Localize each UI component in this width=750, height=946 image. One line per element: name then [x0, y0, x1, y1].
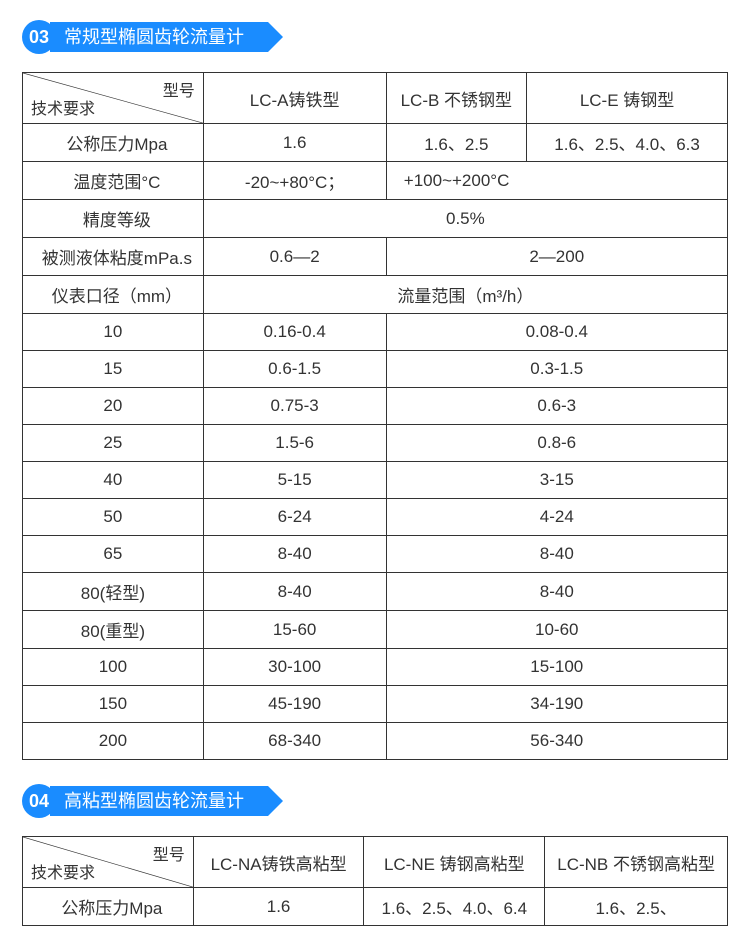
cell: 1.6: [193, 888, 364, 926]
flow-range-b: 8-40: [386, 536, 727, 573]
cell: 1.6、2.5、: [545, 888, 728, 926]
flow-diameter: 10: [23, 314, 204, 351]
spec-table-04: 型号 技术要求 LC-NA铸铁高粘型 LC-NE 铸钢高粘型 LC-NB 不锈钢…: [22, 836, 728, 926]
cell: 1.6、2.5、4.0、6.3: [527, 124, 728, 162]
cell: 1.6、2.5: [386, 124, 527, 162]
flow-range-a: 5-15: [203, 462, 386, 499]
flow-range-b: 56-340: [386, 723, 727, 760]
flow-range-b: 0.8-6: [386, 425, 727, 462]
col-header: LC-NA铸铁高粘型: [193, 837, 364, 888]
flow-range-a: 0.75-3: [203, 388, 386, 425]
col-header: LC-E 铸钢型: [527, 73, 728, 124]
col-header: LC-NB 不锈钢高粘型: [545, 837, 728, 888]
flow-range-b: 34-190: [386, 686, 727, 723]
badge-03: 03: [22, 20, 56, 54]
flow-diameter: 100: [23, 649, 204, 686]
flow-diameter: 15: [23, 351, 204, 388]
flow-diameter: 40: [23, 462, 204, 499]
flow-range-a: 0.16-0.4: [203, 314, 386, 351]
flow-range-a: 15-60: [203, 611, 386, 649]
flow-diameter: 25: [23, 425, 204, 462]
ribbon-title-04: 高粘型椭圆齿轮流量计: [50, 786, 268, 816]
cell: 流量范围（m³/h）: [203, 276, 727, 314]
diag-top-label: 型号: [153, 841, 185, 865]
flow-range-b: 3-15: [386, 462, 727, 499]
row-label: 温度范围°C: [23, 162, 204, 200]
section-header-04: 04 高粘型椭圆齿轮流量计: [22, 784, 728, 818]
diag-header-cell: 型号 技术要求: [23, 837, 194, 888]
flow-range-b: 0.3-1.5: [386, 351, 727, 388]
flow-range-a: 0.6-1.5: [203, 351, 386, 388]
flow-range-b: 8-40: [386, 573, 727, 611]
row-label: 公称压力Mpa: [23, 888, 194, 926]
flow-diameter: 20: [23, 388, 204, 425]
row-label: 精度等级: [23, 200, 204, 238]
flow-range-a: 8-40: [203, 573, 386, 611]
flow-diameter: 150: [23, 686, 204, 723]
cell: 0.5%: [203, 200, 727, 238]
flow-diameter: 80(重型): [23, 611, 204, 649]
spec-table-03: 型号 技术要求 LC-A铸铁型 LC-B 不锈钢型 LC-E 铸钢型 公称压力M…: [22, 72, 728, 760]
flow-diameter: 50: [23, 499, 204, 536]
diag-bottom-label: 技术要求: [31, 95, 95, 119]
cell: 1.6、2.5、4.0、6.4: [364, 888, 545, 926]
ribbon-title-03: 常规型椭圆齿轮流量计: [50, 22, 268, 52]
flow-range-b: 0.6-3: [386, 388, 727, 425]
cell: 1.6: [203, 124, 386, 162]
diag-bottom-label: 技术要求: [31, 859, 95, 883]
flow-range-a: 1.5-6: [203, 425, 386, 462]
diag-header-cell: 型号 技术要求: [23, 73, 204, 124]
flow-range-b: 10-60: [386, 611, 727, 649]
flow-diameter: 80(轻型): [23, 573, 204, 611]
flow-diameter: 200: [23, 723, 204, 760]
flow-range-a: 45-190: [203, 686, 386, 723]
row-label: 仪表口径（mm）: [23, 276, 204, 314]
flow-range-a: 8-40: [203, 536, 386, 573]
flow-range-a: 30-100: [203, 649, 386, 686]
flow-range-a: 6-24: [203, 499, 386, 536]
flow-range-b: 0.08-0.4: [386, 314, 727, 351]
flow-range-a: 68-340: [203, 723, 386, 760]
section-header-03: 03 常规型椭圆齿轮流量计: [22, 20, 728, 54]
cell: 2—200: [386, 238, 727, 276]
flow-diameter: 65: [23, 536, 204, 573]
col-header: LC-B 不锈钢型: [386, 73, 527, 124]
cell: -20~+80°C；: [203, 162, 386, 200]
flow-range-b: 15-100: [386, 649, 727, 686]
col-header: LC-A铸铁型: [203, 73, 386, 124]
cell: 0.6—2: [203, 238, 386, 276]
row-label: 被测液体粘度mPa.s: [23, 238, 204, 276]
col-header: LC-NE 铸钢高粘型: [364, 837, 545, 888]
flow-range-b: 4-24: [386, 499, 727, 536]
cell: +100~+200°C: [386, 162, 527, 200]
cell-empty: [527, 162, 728, 200]
row-label: 公称压力Mpa: [23, 124, 204, 162]
badge-04: 04: [22, 784, 56, 818]
diag-top-label: 型号: [163, 77, 195, 101]
